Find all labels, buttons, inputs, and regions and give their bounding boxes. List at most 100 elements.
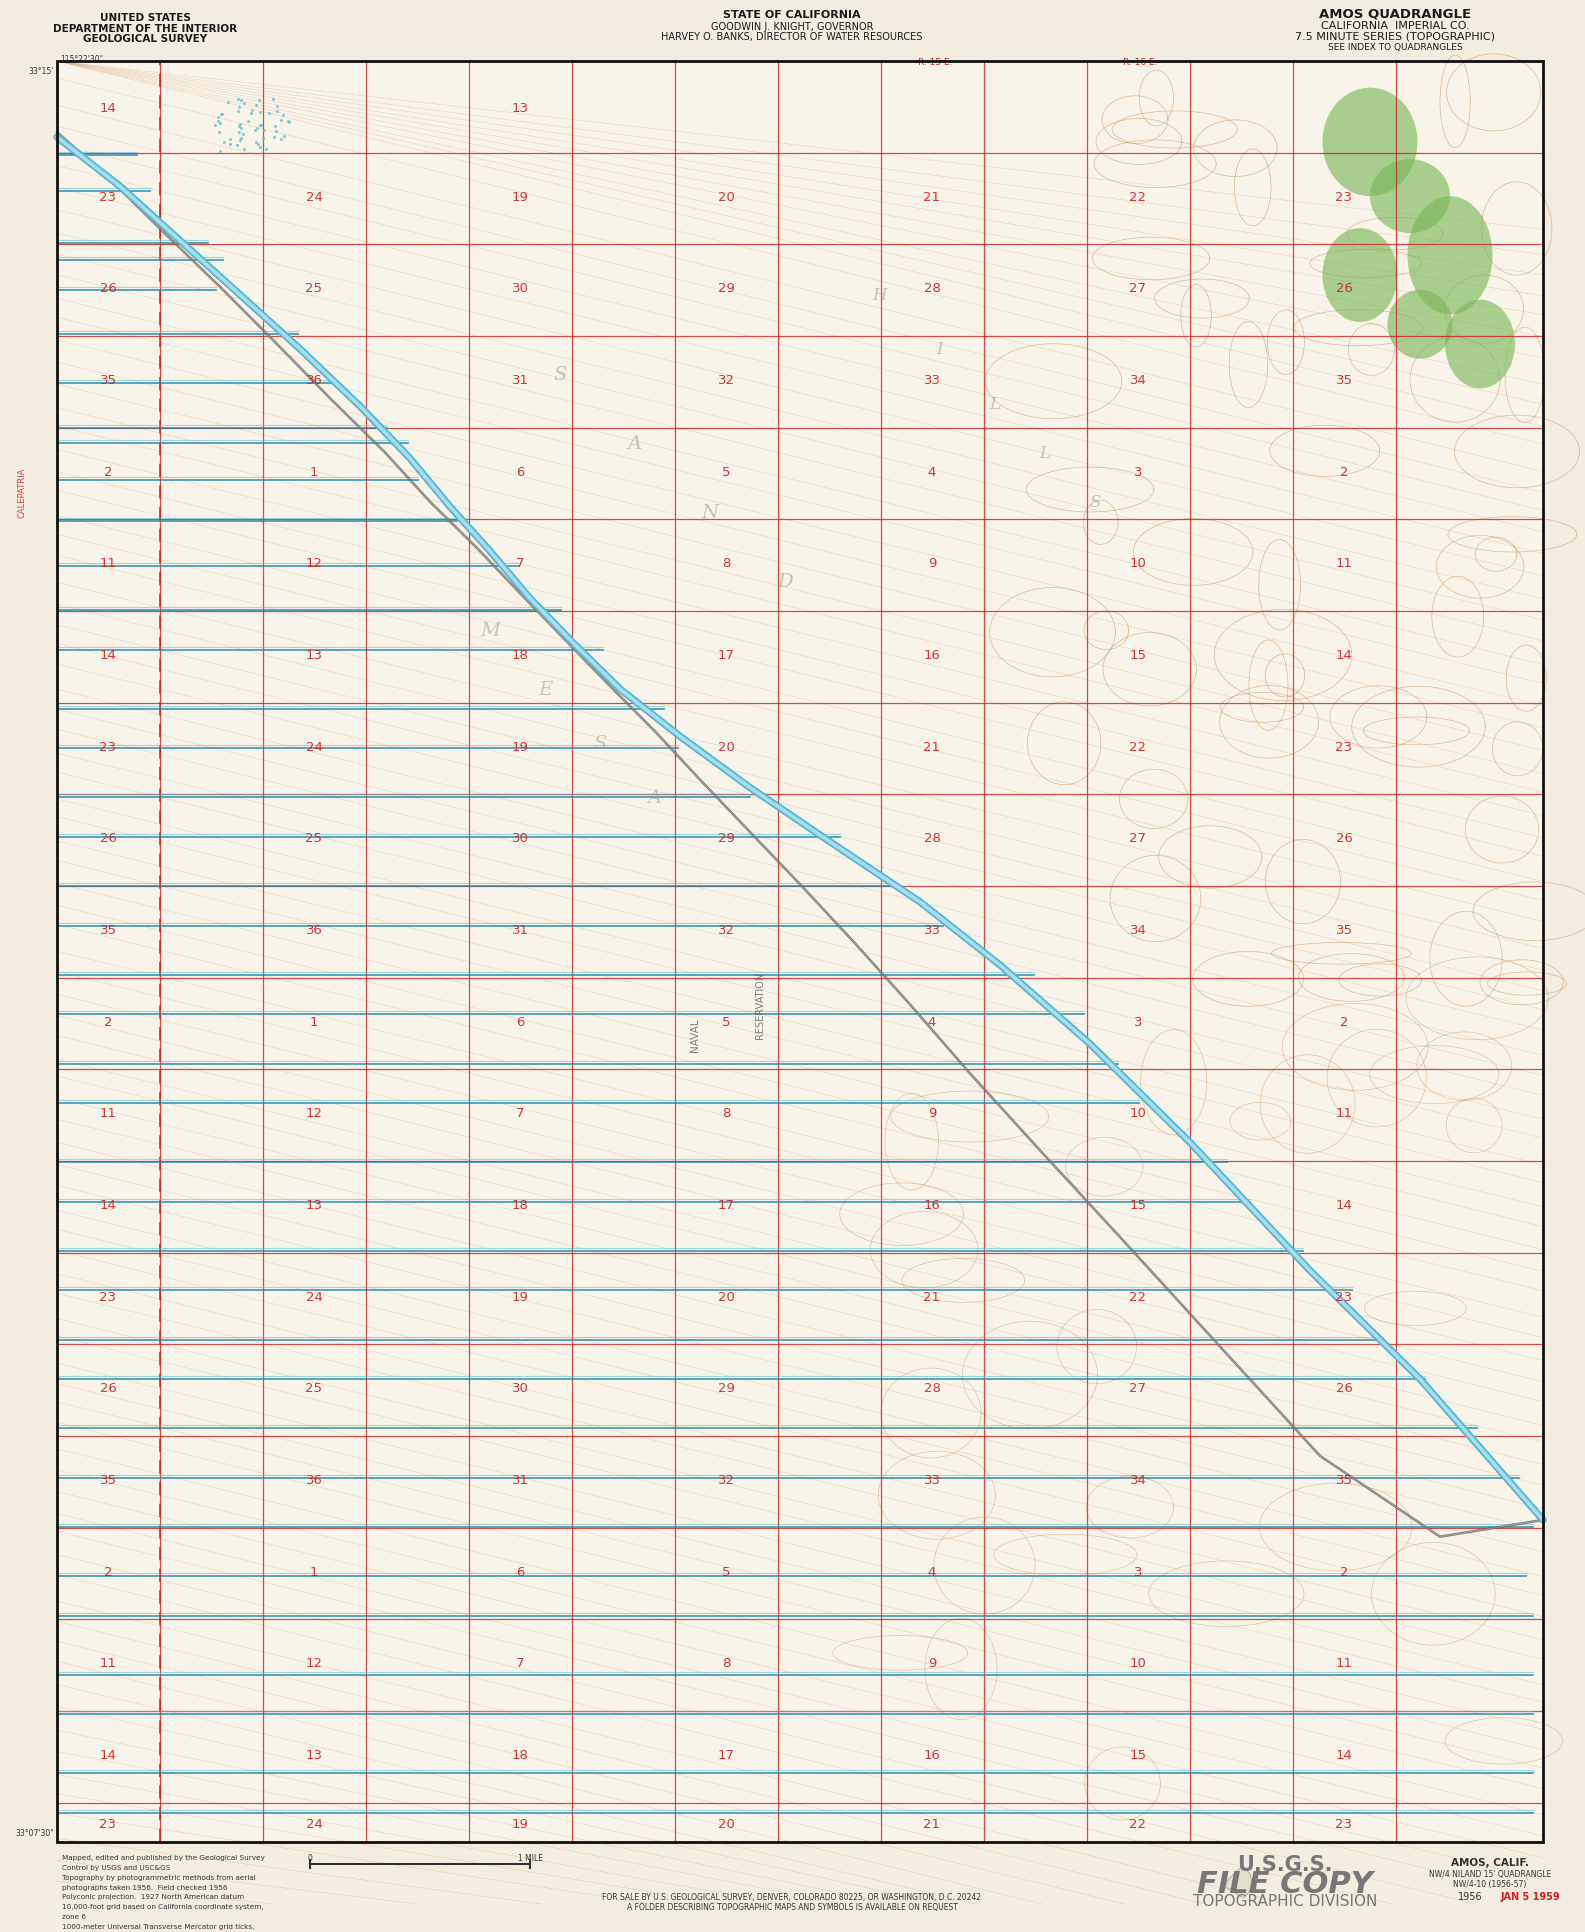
- Text: photographs taken 1956.  Field checked 1956: photographs taken 1956. Field checked 19…: [62, 1884, 228, 1889]
- Text: 36: 36: [306, 923, 322, 937]
- Text: 35: 35: [100, 373, 117, 386]
- Text: 19: 19: [512, 1291, 528, 1302]
- Text: SEE INDEX TO QUADRANGLES: SEE INDEX TO QUADRANGLES: [1328, 43, 1463, 52]
- Text: 11: 11: [100, 556, 117, 570]
- Text: 29: 29: [718, 833, 734, 844]
- Text: 33: 33: [924, 373, 940, 386]
- Ellipse shape: [1446, 301, 1515, 388]
- Text: JAN 5 1959: JAN 5 1959: [1499, 1891, 1560, 1901]
- Text: 10: 10: [1130, 1656, 1146, 1669]
- Text: 36: 36: [306, 373, 322, 386]
- Text: 10: 10: [1130, 1107, 1146, 1121]
- Ellipse shape: [1322, 230, 1398, 323]
- Text: 26: 26: [100, 282, 116, 296]
- Text: 27: 27: [1130, 282, 1146, 296]
- Text: 1: 1: [309, 1014, 319, 1028]
- Text: 15: 15: [1130, 649, 1146, 661]
- Text: 3: 3: [1133, 1014, 1143, 1028]
- Text: NAVAL: NAVAL: [689, 1018, 701, 1051]
- Text: 30: 30: [512, 1381, 528, 1395]
- Text: R. 16 E.: R. 16 E.: [1122, 58, 1157, 68]
- Polygon shape: [1225, 1866, 1252, 1897]
- Text: 25: 25: [306, 833, 322, 844]
- Text: 33°15': 33°15': [29, 68, 54, 77]
- Text: 25: 25: [306, 1381, 322, 1395]
- Text: 14: 14: [1336, 1748, 1352, 1762]
- Text: 2: 2: [1339, 1565, 1349, 1578]
- Text: Control by USGS and USC&GS: Control by USGS and USC&GS: [62, 1864, 170, 1870]
- Text: 13: 13: [306, 1748, 322, 1762]
- Text: 30: 30: [512, 282, 528, 296]
- Text: zone 6: zone 6: [62, 1913, 86, 1918]
- Text: GEOLOGICAL SURVEY: GEOLOGICAL SURVEY: [82, 35, 208, 44]
- Text: 15: 15: [1130, 1198, 1146, 1211]
- Text: 1: 1: [309, 466, 319, 479]
- Text: 23: 23: [1336, 1291, 1352, 1302]
- Text: 31: 31: [512, 923, 528, 937]
- Text: 31: 31: [512, 1474, 528, 1486]
- Text: 33°07'30": 33°07'30": [16, 1828, 54, 1837]
- Text: TOPOGRAPHIC DIVISION: TOPOGRAPHIC DIVISION: [1194, 1893, 1377, 1909]
- Text: 27: 27: [1130, 833, 1146, 844]
- Text: 1956: 1956: [1458, 1891, 1482, 1901]
- Text: 27: 27: [1130, 1381, 1146, 1395]
- Text: 4: 4: [927, 466, 937, 479]
- Text: 1: 1: [309, 1565, 319, 1578]
- Text: 23: 23: [100, 1818, 117, 1830]
- Text: 19: 19: [512, 1818, 528, 1830]
- Text: 24: 24: [306, 1818, 322, 1830]
- Text: S: S: [593, 734, 607, 753]
- Text: 16: 16: [924, 649, 940, 661]
- Text: 32: 32: [718, 373, 734, 386]
- Text: 12: 12: [306, 556, 322, 570]
- Text: 23: 23: [1336, 191, 1352, 203]
- Text: 12: 12: [306, 1107, 322, 1121]
- Text: 32: 32: [718, 1474, 734, 1486]
- Text: 2: 2: [103, 1014, 113, 1028]
- Text: 16: 16: [924, 1198, 940, 1211]
- Text: 34: 34: [1130, 1474, 1146, 1486]
- Text: 7: 7: [515, 1107, 525, 1121]
- Text: 29: 29: [718, 282, 734, 296]
- Text: 14: 14: [100, 1748, 116, 1762]
- Text: 23: 23: [100, 1291, 117, 1302]
- Ellipse shape: [1369, 160, 1450, 234]
- Text: 21: 21: [924, 191, 940, 203]
- Text: 32: 32: [718, 923, 734, 937]
- Text: E: E: [537, 680, 552, 699]
- Text: 26: 26: [1336, 282, 1352, 296]
- Ellipse shape: [1407, 197, 1493, 315]
- Text: D: D: [777, 572, 792, 591]
- Text: 20: 20: [718, 191, 734, 203]
- Text: 3: 3: [1133, 466, 1143, 479]
- Text: 26: 26: [1336, 833, 1352, 844]
- Text: 5: 5: [721, 466, 731, 479]
- Text: 26: 26: [100, 833, 116, 844]
- Text: 21: 21: [924, 1291, 940, 1302]
- Text: 18: 18: [512, 1748, 528, 1762]
- Text: 7: 7: [515, 1656, 525, 1669]
- Text: N: N: [702, 504, 718, 522]
- Text: 14: 14: [100, 102, 116, 114]
- Text: 18: 18: [512, 649, 528, 661]
- Text: 23: 23: [1336, 1818, 1352, 1830]
- Text: 30: 30: [512, 833, 528, 844]
- Text: 35: 35: [1336, 373, 1352, 386]
- Text: 25: 25: [306, 282, 322, 296]
- Text: 10,000-foot grid based on California coordinate system,: 10,000-foot grid based on California coo…: [62, 1903, 263, 1909]
- Text: 33: 33: [924, 1474, 940, 1486]
- Text: 115°22'30": 115°22'30": [60, 54, 103, 64]
- Text: 22: 22: [1130, 1291, 1146, 1302]
- Text: 22: 22: [1130, 191, 1146, 203]
- Text: 14: 14: [100, 1198, 116, 1211]
- Text: 33: 33: [924, 923, 940, 937]
- Text: 8: 8: [721, 1107, 731, 1121]
- Text: 20: 20: [718, 740, 734, 753]
- Text: 26: 26: [1336, 1381, 1352, 1395]
- Text: 1 MILE: 1 MILE: [517, 1853, 542, 1862]
- Text: 31: 31: [512, 373, 528, 386]
- Text: 2: 2: [1339, 1014, 1349, 1028]
- Text: 11: 11: [1336, 556, 1352, 570]
- Text: GOODWIN J. KNIGHT, GOVERNOR: GOODWIN J. KNIGHT, GOVERNOR: [710, 21, 873, 31]
- Text: 2: 2: [103, 466, 113, 479]
